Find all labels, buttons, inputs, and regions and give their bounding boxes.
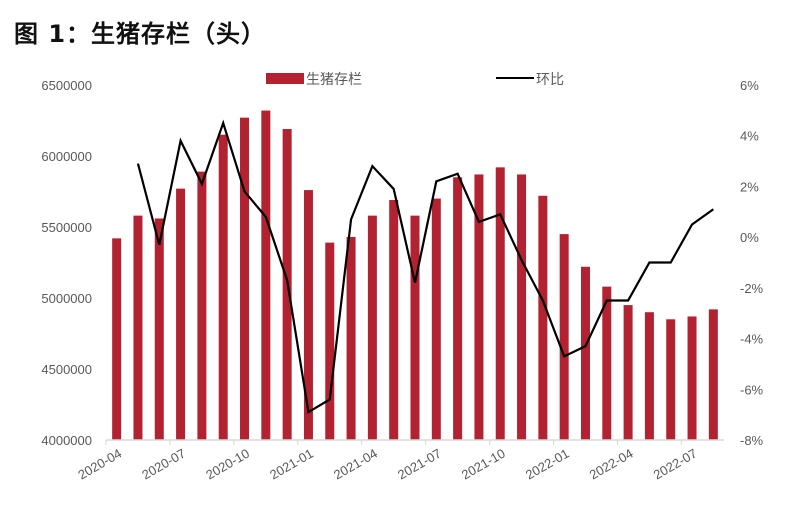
y2-axis-tick-label: -2%	[740, 281, 764, 296]
x-axis-tick-label: 2020-07	[139, 446, 188, 483]
y-axis-tick-label: 5500000	[41, 220, 92, 235]
x-axis-tick-label: 2021-01	[267, 446, 316, 483]
y-axis-tick-label: 4000000	[41, 433, 92, 448]
bar	[410, 215, 420, 440]
bar	[176, 188, 186, 440]
figure-title: 图 1：生猪存栏（头）	[14, 20, 267, 48]
x-axis-tick-label: 2021-04	[331, 446, 380, 483]
bar	[580, 266, 590, 440]
x-axis-tick-label: 2021-10	[459, 446, 508, 483]
legend-bar-swatch	[266, 73, 304, 84]
bar	[367, 215, 377, 440]
y-axis-tick-label: 5000000	[41, 291, 92, 306]
bar	[644, 312, 654, 440]
bar	[431, 198, 441, 440]
x-axis-tick-label: 2020-04	[75, 446, 124, 483]
legend-line-label: 环比	[536, 72, 564, 88]
x-axis-tick-label: 2022-04	[587, 446, 636, 483]
x-axis-tick-label: 2022-07	[651, 446, 700, 483]
bar	[154, 218, 164, 440]
bar	[389, 200, 399, 440]
x-axis-tick-label: 2022-01	[523, 446, 572, 483]
bar	[303, 190, 313, 440]
y-axis-tick-label: 6500000	[41, 78, 92, 93]
bar	[517, 174, 527, 440]
bar	[708, 309, 718, 440]
bar	[453, 177, 463, 441]
bar	[261, 110, 271, 440]
y2-axis-tick-label: 4%	[740, 129, 759, 144]
bar	[218, 134, 228, 440]
legend-bar-label: 生猪存栏	[306, 72, 362, 88]
y2-axis-tick-label: 6%	[740, 78, 759, 93]
bar	[474, 174, 484, 440]
x-axis-tick-label: 2020-10	[203, 446, 252, 483]
bar	[112, 238, 122, 440]
x-axis-tick-label: 2021-07	[395, 446, 444, 483]
y2-axis-tick-label: 2%	[740, 179, 759, 194]
bar	[538, 195, 548, 440]
bar	[623, 305, 633, 440]
bar	[346, 236, 356, 440]
bar	[240, 117, 250, 440]
bar	[602, 286, 612, 440]
bar	[325, 242, 335, 440]
y-axis-tick-label: 6000000	[41, 149, 92, 164]
bar	[666, 319, 676, 440]
y2-axis-tick-label: -8%	[740, 433, 764, 448]
y2-axis-tick-label: -4%	[740, 332, 764, 347]
bar	[559, 234, 569, 440]
y2-axis-tick-label: -6%	[740, 382, 764, 397]
bar	[687, 316, 697, 440]
y2-axis-tick-label: 0%	[740, 230, 759, 245]
bar	[197, 171, 207, 440]
bar	[495, 167, 505, 441]
y-axis-tick-label: 4500000	[41, 362, 92, 377]
bar	[133, 215, 143, 440]
line-series-mom	[136, 119, 714, 414]
